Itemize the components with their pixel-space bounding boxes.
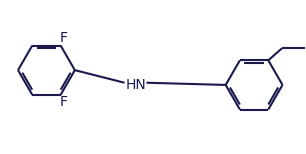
Text: F: F xyxy=(59,31,67,45)
Text: HN: HN xyxy=(125,78,146,92)
Text: F: F xyxy=(59,95,67,109)
